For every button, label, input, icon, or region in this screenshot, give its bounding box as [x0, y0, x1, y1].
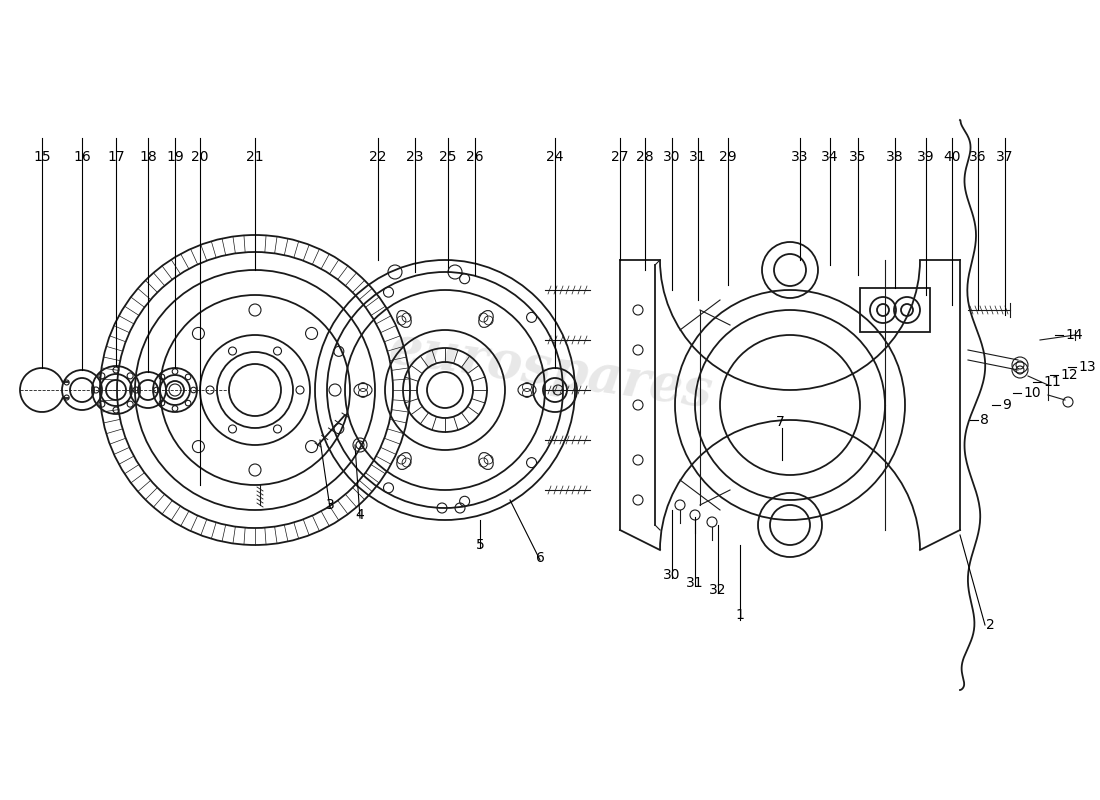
Text: 37: 37	[997, 150, 1014, 164]
Text: 36: 36	[969, 150, 987, 164]
Text: 13: 13	[1078, 360, 1096, 374]
Text: 38: 38	[887, 150, 904, 164]
Text: 5: 5	[475, 538, 484, 552]
Text: eurospares: eurospares	[385, 322, 715, 418]
Text: 32: 32	[710, 583, 727, 597]
Text: 34: 34	[822, 150, 838, 164]
Text: 21: 21	[246, 150, 264, 164]
Text: 20: 20	[191, 150, 209, 164]
Text: 30: 30	[663, 568, 681, 582]
Text: 28: 28	[636, 150, 653, 164]
Text: 26: 26	[466, 150, 484, 164]
Text: 30: 30	[663, 150, 681, 164]
Text: 35: 35	[849, 150, 867, 164]
Text: 10: 10	[1023, 386, 1041, 400]
Text: 11: 11	[1043, 375, 1060, 389]
Text: 27: 27	[612, 150, 629, 164]
Text: 6: 6	[536, 551, 544, 565]
Text: 8: 8	[980, 413, 989, 427]
Text: 23: 23	[406, 150, 424, 164]
Text: 7: 7	[776, 415, 784, 429]
Text: 9: 9	[1002, 398, 1011, 412]
Text: 22: 22	[370, 150, 387, 164]
Text: 19: 19	[166, 150, 184, 164]
Text: 17: 17	[107, 150, 124, 164]
Text: 39: 39	[917, 150, 935, 164]
Text: 14: 14	[1065, 328, 1082, 342]
Text: 31: 31	[686, 576, 704, 590]
Text: 15: 15	[33, 150, 51, 164]
Text: 4: 4	[355, 508, 364, 522]
Text: 12: 12	[1060, 368, 1078, 382]
Text: 25: 25	[439, 150, 456, 164]
Bar	[860, 288, 930, 332]
Text: 3: 3	[326, 498, 334, 512]
Text: 16: 16	[73, 150, 91, 164]
Text: 29: 29	[719, 150, 737, 164]
Text: 1: 1	[736, 608, 745, 622]
Text: 40: 40	[944, 150, 960, 164]
Text: 31: 31	[690, 150, 707, 164]
Text: 18: 18	[139, 150, 157, 164]
Text: 24: 24	[547, 150, 563, 164]
Text: 33: 33	[791, 150, 808, 164]
Text: 2: 2	[986, 618, 994, 632]
